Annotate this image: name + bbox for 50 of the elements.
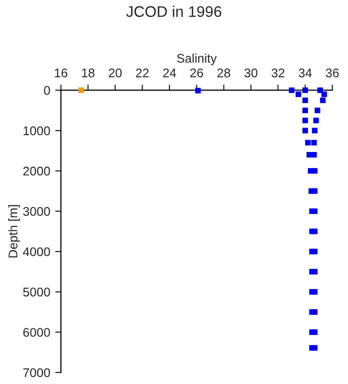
point	[314, 108, 320, 114]
point	[313, 118, 319, 124]
point	[311, 140, 317, 146]
point	[302, 128, 308, 134]
x-tick-label: 24	[163, 68, 176, 78]
y-tick-label: 2000	[23, 166, 50, 176]
point	[320, 98, 326, 104]
y-tick-label: 1000	[24, 126, 50, 136]
point	[312, 228, 318, 234]
y-tick-label: 0	[44, 86, 50, 95]
point	[305, 140, 311, 146]
point	[302, 87, 308, 94]
y-axis-title: Depth [m]	[8, 205, 20, 258]
point	[312, 345, 318, 351]
point	[302, 118, 308, 124]
point	[302, 98, 308, 104]
point	[321, 91, 327, 98]
x-tick-label: 36	[326, 68, 339, 78]
point	[296, 91, 302, 98]
x-tick-label: 26	[190, 68, 204, 78]
x-tick-label: 32	[272, 68, 284, 78]
x-tick-label: 30	[244, 68, 258, 78]
point	[302, 108, 308, 114]
point	[312, 208, 318, 214]
y-tick-label: 3000	[23, 207, 50, 216]
x-tick-label: 20	[108, 68, 122, 78]
chart-title: JCOD in 1996	[126, 6, 222, 17]
x-tick-label: 34	[298, 68, 312, 78]
point	[78, 87, 84, 94]
point	[312, 168, 318, 174]
x-tick-label: 16	[54, 68, 68, 78]
point	[195, 88, 201, 94]
x-tick-label: 18	[82, 68, 94, 78]
point	[317, 87, 323, 94]
point	[312, 268, 318, 274]
point	[312, 188, 318, 194]
point	[288, 87, 294, 94]
point	[312, 128, 318, 134]
y-tick-label: 4000	[22, 247, 50, 256]
x-tick-label: 22	[136, 68, 149, 78]
y-tick-label: 6000	[23, 328, 50, 337]
point	[312, 248, 318, 254]
point	[312, 329, 318, 335]
y-tick-label: 7000	[23, 368, 50, 378]
y-tick-label: 5000	[23, 288, 50, 296]
x-axis-title: Salinity	[177, 54, 217, 66]
point	[311, 152, 317, 158]
point	[312, 309, 318, 315]
x-tick-label: 28	[217, 68, 230, 78]
point	[312, 289, 318, 295]
